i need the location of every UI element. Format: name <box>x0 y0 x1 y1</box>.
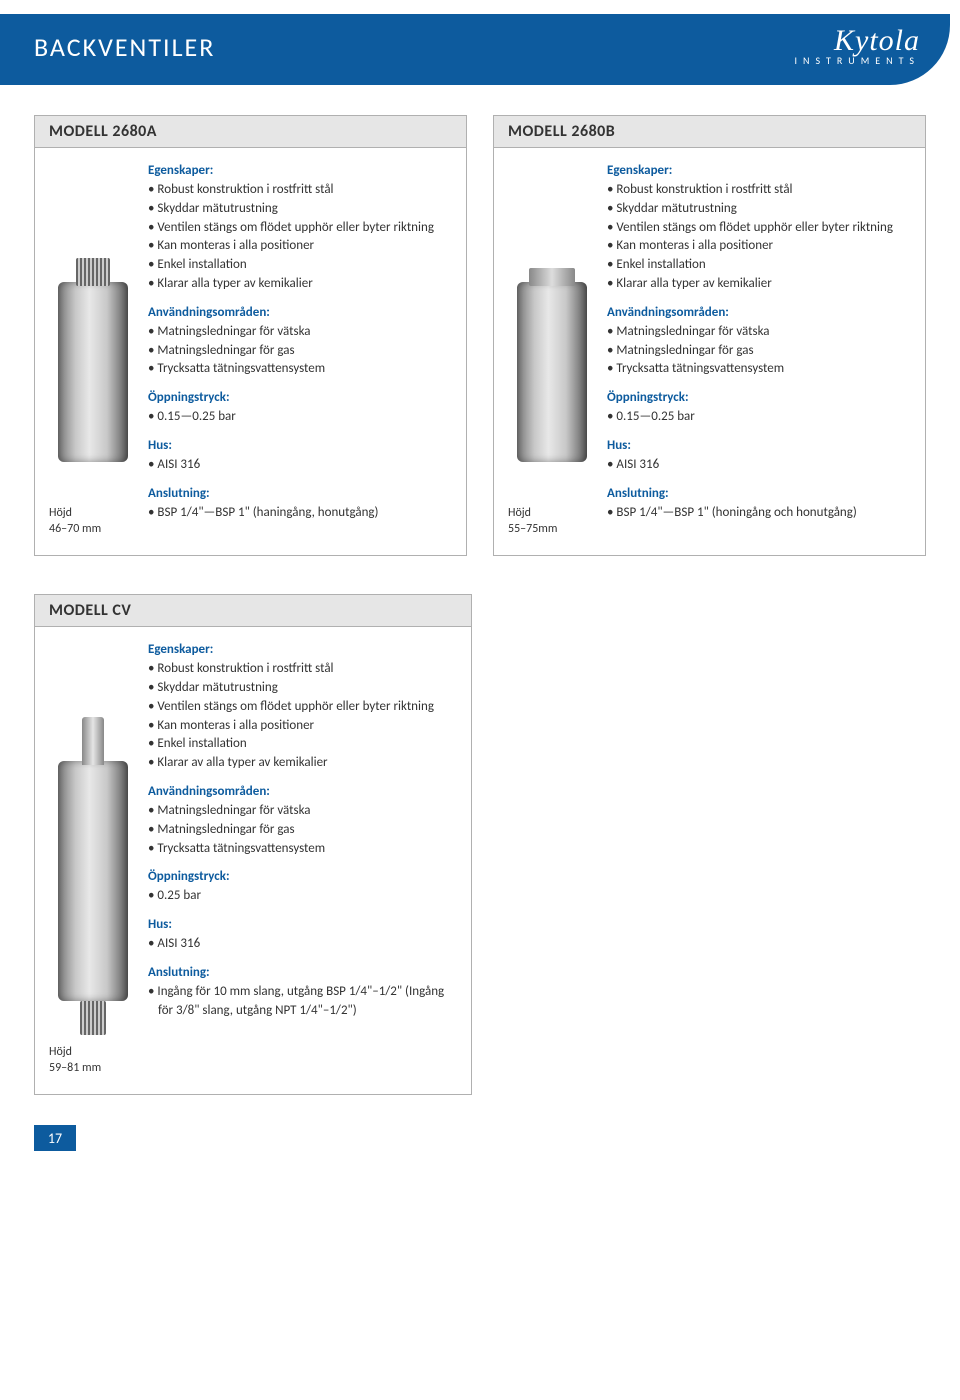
page-header: BACKVENTILER Kytola INSTRUMENTS <box>0 14 950 85</box>
spec-item: AISI 316 <box>148 935 457 954</box>
model-title: MODELL 2680A <box>35 116 466 148</box>
heading-anslutning: Anslutning: <box>148 485 452 504</box>
spec-item: Matningsledningar för gas <box>607 342 911 361</box>
spec-item: Ventilen stängs om flödet upphör eller b… <box>148 219 452 238</box>
spec-item: Skyddar mätutrustning <box>148 200 452 219</box>
image-column: Höjd55–75mm <box>504 162 599 537</box>
heading-anslutning: Anslutning: <box>607 485 911 504</box>
heading-egenskaper: Egenskaper: <box>148 162 452 181</box>
spec-item: 0.25 bar <box>148 887 457 906</box>
height-label: Höjd59–81 mm <box>45 1045 101 1076</box>
spec-item: Enkel installation <box>607 256 911 275</box>
heading-anvandning: Användningsområden: <box>607 304 911 323</box>
spec-item: Klarar av alla typer av kemikalier <box>148 754 457 773</box>
image-column: Höjd46–70 mm <box>45 162 140 537</box>
spec-item: Kan monteras i alla positioner <box>148 237 452 256</box>
spec-item: Kan monteras i alla positioner <box>148 717 457 736</box>
page-title: BACKVENTILER <box>34 31 215 63</box>
spec-item: Robust konstruktion i rostfritt stål <box>148 181 452 200</box>
spec-item: Matningsledningar för vätska <box>607 323 911 342</box>
spec-column: Egenskaper:Robust konstruktion i rostfri… <box>148 641 457 1076</box>
spec-item: Robust konstruktion i rostfritt stål <box>607 181 911 200</box>
heading-hus: Hus: <box>607 437 911 456</box>
spec-item: Trycksatta tätningsvattensystem <box>607 360 911 379</box>
spec-item: Matningsledningar för vätska <box>148 323 452 342</box>
spec-item: Skyddar mätutrustning <box>607 200 911 219</box>
card-2680b: MODELL 2680B Höjd55–75mm Egenskaper:Robust… <box>493 115 926 556</box>
bottom-row: MODELL CV Höjd59–81 mm Egenskaper:Robust k… <box>0 594 960 1095</box>
logo-subtext: INSTRUMENTS <box>794 54 920 67</box>
spec-item: Skyddar mätutrustning <box>148 679 457 698</box>
valve-icon <box>58 282 128 462</box>
heading-oppning: Öppningstryck: <box>607 389 911 408</box>
spec-item: Robust konstruktion i rostfritt stål <box>148 660 457 679</box>
spec-item: AISI 316 <box>607 456 911 475</box>
model-title: MODELL 2680B <box>494 116 925 148</box>
valve-icon <box>517 282 587 462</box>
spec-item: Klarar alla typer av kemikalier <box>148 275 452 294</box>
page-number: 17 <box>34 1125 76 1151</box>
spec-item: Enkel installation <box>148 256 452 275</box>
valve-icon <box>58 761 128 1001</box>
heading-anvandning: Användningsområden: <box>148 783 457 802</box>
brand-logo: Kytola INSTRUMENTS <box>794 26 920 67</box>
heading-hus: Hus: <box>148 916 457 935</box>
spec-item: Matningsledningar för gas <box>148 821 457 840</box>
heading-anslutning: Anslutning: <box>148 964 457 983</box>
spec-item: BSP 1/4"—BSP 1" (haningång, honutgång) <box>148 504 452 523</box>
image-column: Höjd59–81 mm <box>45 641 140 1076</box>
top-row: MODELL 2680AHöjd46–70 mmEgenskaper:Robus… <box>0 115 960 556</box>
spec-column: Egenskaper:Robust konstruktion i rostfri… <box>148 162 452 537</box>
spec-item: Trycksatta tätningsvattensystem <box>148 360 452 379</box>
logo-text: Kytola <box>794 26 920 56</box>
spec-item: AISI 316 <box>148 456 452 475</box>
spec-item: Kan monteras i alla positioner <box>607 237 911 256</box>
card-2680a: MODELL 2680A Höjd46–70 mm Egenskaper:Robus… <box>34 115 467 556</box>
card-cv: MODELL CV Höjd59–81 mm Egenskaper:Robust k… <box>34 594 472 1095</box>
spec-item: 0.15—0.25 bar <box>148 408 452 427</box>
heading-oppning: Öppningstryck: <box>148 868 457 887</box>
model-title: MODELL CV <box>35 595 471 627</box>
spec-item: Trycksatta tätningsvattensystem <box>148 840 457 859</box>
spec-item: BSP 1/4"—BSP 1" (honingång och honutgång… <box>607 504 911 523</box>
height-label: Höjd55–75mm <box>504 506 557 537</box>
spec-item: Ventilen stängs om flödet upphör eller b… <box>148 698 457 717</box>
spec-item: 0.15—0.25 bar <box>607 408 911 427</box>
spec-item: Klarar alla typer av kemikalier <box>607 275 911 294</box>
spec-item: Ingång för 10 mm slang, utgång BSP 1/4"–… <box>148 983 457 1021</box>
heading-egenskaper: Egenskaper: <box>148 641 457 660</box>
heading-egenskaper: Egenskaper: <box>607 162 911 181</box>
heading-anvandning: Användningsområden: <box>148 304 452 323</box>
spec-item: Matningsledningar för vätska <box>148 802 457 821</box>
heading-hus: Hus: <box>148 437 452 456</box>
spec-item: Ventilen stängs om flödet upphör eller b… <box>607 219 911 238</box>
height-label: Höjd46–70 mm <box>45 506 101 537</box>
spec-item: Matningsledningar för gas <box>148 342 452 361</box>
spec-column: Egenskaper:Robust konstruktion i rostfri… <box>607 162 911 537</box>
spec-item: Enkel installation <box>148 735 457 754</box>
heading-oppning: Öppningstryck: <box>148 389 452 408</box>
